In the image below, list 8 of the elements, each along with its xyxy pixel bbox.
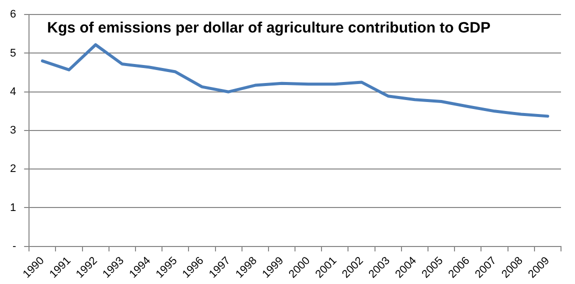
y-tick-label: 5 (10, 47, 16, 60)
y-tick-label: - (12, 240, 16, 252)
y-tick-label: 1 (10, 202, 16, 214)
y-tick-label: 6 (10, 8, 16, 21)
y-tick-label: 2 (10, 163, 16, 176)
y-tick-label: 4 (10, 86, 16, 98)
y-tick-label: 3 (10, 124, 16, 137)
chart-title: Kgs of emissions per dollar of agriculture contribution to GDP (47, 20, 490, 37)
